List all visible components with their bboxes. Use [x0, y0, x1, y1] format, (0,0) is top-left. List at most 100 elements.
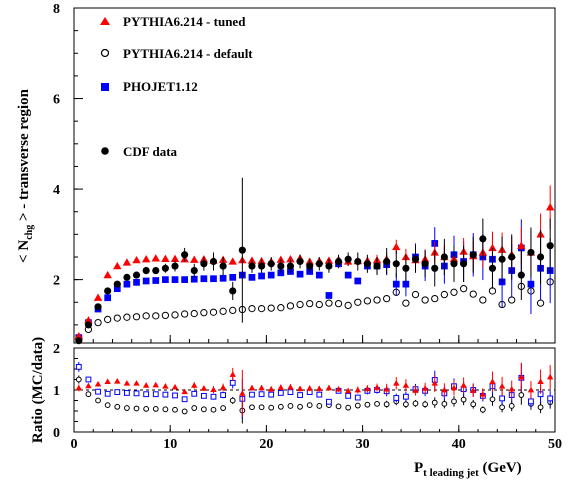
ratio-point-circle-open [335, 403, 342, 410]
data-point-circle-filled [354, 257, 362, 266]
ratio-point-square-open [547, 395, 554, 402]
ratio-point-circle-open [470, 401, 477, 408]
ratio-point-circle-open [537, 404, 544, 411]
legend-marker-triangle [100, 17, 110, 25]
data-point-circle-open [171, 311, 179, 319]
ratio-point-circle-open [200, 406, 207, 413]
legend-marker-square [101, 83, 109, 91]
x-tick-label: 10 [163, 437, 177, 452]
data-point-circle-filled [75, 337, 83, 345]
legend-item-phojet: PHOJET1.12 [101, 79, 198, 94]
ratio-point-circle-open [374, 400, 380, 407]
legend-marker-open-circle [100, 48, 110, 58]
data-point-circle-open [411, 290, 420, 299]
ratio-point-triangle [142, 382, 150, 388]
ratio-point-square-open [229, 379, 236, 386]
ratio-point-square-open [528, 398, 534, 405]
lower-y-tick-label: 0 [53, 426, 60, 441]
data-point-square [104, 294, 112, 302]
data-point-circle-open [94, 318, 102, 327]
upper-y-tick-label: 8 [53, 2, 60, 17]
ratio-point-square-open [220, 392, 227, 398]
ratio-point-circle-open [316, 403, 323, 409]
ratio-point-circle-open [114, 403, 121, 410]
legend-label-phojet: PHOJET1.12 [123, 79, 198, 94]
ratio-point-triangle [489, 378, 496, 384]
data-point-circle-filled [411, 255, 420, 263]
ratio-point-circle-open [518, 392, 525, 398]
ratio-point-square-open [210, 393, 217, 400]
data-point-circle-filled [517, 271, 525, 279]
ratio-point-triangle [200, 385, 208, 391]
data-point-circle-open [257, 304, 266, 313]
ratio-point-square-open [85, 376, 92, 383]
data-point-circle-open [286, 302, 295, 310]
data-point-triangle [545, 202, 555, 211]
upper-data-points [74, 177, 555, 345]
data-point-circle-open [431, 294, 439, 303]
data-point-circle-open [190, 309, 198, 318]
data-point-square [152, 277, 160, 284]
data-point-circle-filled [315, 260, 323, 268]
ratio-point-triangle [152, 381, 159, 388]
ratio-point-triangle [210, 386, 217, 392]
data-point-circle-filled [460, 260, 468, 268]
ratio-point-triangle [393, 380, 400, 386]
data-point-circle-filled [306, 262, 314, 270]
ratio-point-circle-open [124, 405, 130, 411]
data-point-triangle [132, 255, 141, 264]
data-point-triangle [286, 255, 295, 263]
ratio-point-circle-open [306, 402, 313, 409]
ratio-point-triangle [344, 387, 352, 394]
ratio-point-square-open [268, 391, 275, 398]
data-point-circle-filled [181, 251, 189, 259]
data-point-circle-open [161, 311, 170, 320]
ratio-point-triangle [498, 383, 506, 389]
data-point-circle-open [132, 313, 141, 321]
ratio-point-circle-open [489, 396, 496, 403]
data-point-circle-filled [238, 246, 246, 254]
data-point-circle-filled [258, 262, 266, 270]
ratio-point-circle-open [172, 406, 178, 413]
ratio-point-circle-open [345, 404, 352, 411]
data-point-square [190, 275, 198, 283]
ratio-point-circle-open [441, 400, 448, 407]
data-point-circle-filled [286, 262, 295, 270]
ratio-point-square-open [133, 390, 140, 397]
legend-item-cdf-data: CDF data [101, 144, 178, 159]
data-point-square [162, 276, 169, 283]
ratio-point-triangle [277, 384, 285, 390]
data-point-circle-open [104, 315, 112, 324]
data-point-circle-filled [277, 262, 285, 270]
ratio-point-circle-open [422, 401, 429, 408]
data-point-triangle [113, 261, 122, 270]
ratio-point-circle-open [277, 403, 284, 410]
ratio-point-triangle [354, 386, 361, 393]
ratio-point-triangle [470, 387, 477, 393]
data-point-circle-open [113, 314, 121, 322]
data-point-circle-open [459, 285, 468, 293]
data-point-square [392, 280, 400, 288]
data-point-square [171, 276, 179, 283]
data-point-triangle [488, 243, 497, 252]
upper-y-axis-title: < Nchg > - transverse region [16, 88, 35, 263]
data-point-circle-open [180, 310, 189, 318]
ratio-point-triangle [85, 382, 92, 389]
ratio-point-circle-open [104, 402, 111, 409]
ratio-point-triangle [229, 371, 236, 377]
ratio-point-square-open [124, 390, 130, 396]
data-point-square [344, 271, 352, 279]
ratio-point-circle-open [229, 397, 236, 404]
data-point-triangle [93, 293, 103, 301]
data-point-triangle [517, 241, 526, 249]
data-point-circle-open [450, 288, 458, 296]
data-point-circle-filled [84, 321, 92, 329]
ratio-point-square-open [345, 392, 352, 399]
data-point-triangle [141, 255, 151, 263]
data-point-circle-filled [209, 257, 218, 266]
data-point-circle-filled [219, 262, 227, 270]
data-point-triangle [122, 258, 132, 266]
ratio-point-triangle [508, 385, 515, 392]
ratio-point-triangle [421, 385, 429, 391]
